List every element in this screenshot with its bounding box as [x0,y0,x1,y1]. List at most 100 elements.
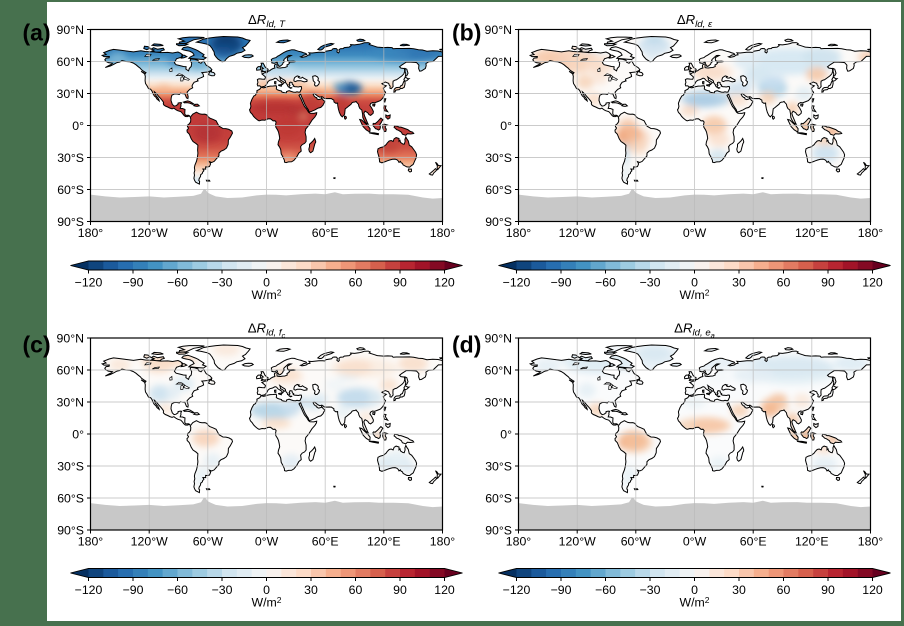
svg-text:−120: −120 [75,583,103,597]
svg-text:−30: −30 [640,583,661,597]
svg-text:60°S: 60°S [57,491,84,505]
svg-text:180°: 180° [506,535,532,549]
svg-text:90°N: 90°N [57,331,84,345]
svg-text:0: 0 [691,275,698,289]
svg-text:60°N: 60°N [485,55,512,69]
svg-text:120: 120 [862,275,883,289]
svg-text:W/m2: W/m2 [251,595,281,610]
svg-text:90°S: 90°S [485,215,512,229]
svg-text:30°S: 30°S [485,151,512,165]
svg-text:0°W: 0°W [683,535,707,549]
svg-text:−120: −120 [503,583,531,597]
svg-text:90: 90 [821,275,835,289]
svg-text:30: 30 [304,275,318,289]
svg-text:−90: −90 [551,275,572,289]
svg-text:0°: 0° [72,119,84,133]
svg-text:0°: 0° [72,427,84,441]
svg-text:−30: −30 [212,583,233,597]
svg-text:90: 90 [393,583,407,597]
svg-text:120°W: 120°W [131,535,168,549]
svg-text:(d): (d) [452,332,481,358]
svg-text:180°: 180° [858,226,884,240]
svg-text:W/m2: W/m2 [251,287,281,302]
svg-text:−60: −60 [167,275,188,289]
svg-text:120°E: 120°E [367,226,401,240]
svg-text:90°N: 90°N [485,331,512,345]
svg-text:60°N: 60°N [57,363,84,377]
svg-text:180°: 180° [506,226,532,240]
svg-text:180°: 180° [430,535,456,549]
svg-text:W/m2: W/m2 [679,287,709,302]
svg-text:180°: 180° [430,226,456,240]
svg-text:60°E: 60°E [312,535,339,549]
svg-text:−120: −120 [75,275,103,289]
svg-text:60: 60 [349,275,363,289]
svg-text:120°W: 120°W [559,535,596,549]
svg-text:0: 0 [263,583,270,597]
svg-text:30°S: 30°S [57,151,84,165]
svg-text:60°E: 60°E [740,535,767,549]
svg-text:60°E: 60°E [740,226,767,240]
svg-text:60°N: 60°N [57,55,84,69]
svg-text:120°W: 120°W [559,226,596,240]
svg-text:120°E: 120°E [795,535,829,549]
svg-text:0: 0 [263,275,270,289]
svg-text:−90: −90 [551,583,572,597]
svg-text:−90: −90 [123,275,144,289]
svg-text:−60: −60 [167,583,188,597]
svg-text:60°W: 60°W [621,226,652,240]
svg-text:(b): (b) [452,20,481,46]
svg-text:30°N: 30°N [485,87,512,101]
svg-text:30°S: 30°S [485,459,512,473]
svg-text:30°S: 30°S [57,459,84,473]
svg-text:0°: 0° [500,119,512,133]
svg-text:60°W: 60°W [193,226,224,240]
svg-text:60°S: 60°S [57,183,84,197]
svg-text:180°: 180° [78,535,104,549]
svg-text:−120: −120 [503,275,531,289]
svg-text:60°N: 60°N [485,363,512,377]
svg-text:−90: −90 [123,583,144,597]
svg-text:−30: −30 [640,275,661,289]
svg-text:60°S: 60°S [485,491,512,505]
svg-text:90°S: 90°S [57,215,84,229]
svg-text:30°N: 30°N [57,87,84,101]
svg-text:0°W: 0°W [255,535,279,549]
svg-text:30: 30 [732,583,746,597]
svg-text:−60: −60 [595,583,616,597]
svg-text:30: 30 [732,275,746,289]
svg-text:60°W: 60°W [193,535,224,549]
svg-text:60°E: 60°E [312,226,339,240]
svg-text:60°W: 60°W [621,535,652,549]
svg-text:0°W: 0°W [255,226,279,240]
svg-text:90: 90 [393,275,407,289]
svg-text:120: 120 [434,275,455,289]
svg-text:120: 120 [862,583,883,597]
svg-text:60: 60 [349,583,363,597]
svg-text:−30: −30 [212,275,233,289]
svg-text:60: 60 [777,275,791,289]
svg-text:(a): (a) [23,20,51,46]
svg-text:30°N: 30°N [57,395,84,409]
svg-text:60°S: 60°S [485,183,512,197]
svg-text:30: 30 [304,583,318,597]
svg-text:180°: 180° [858,535,884,549]
svg-text:90: 90 [821,583,835,597]
svg-text:0°: 0° [500,427,512,441]
svg-text:60: 60 [777,583,791,597]
svg-text:90°N: 90°N [485,23,512,37]
svg-text:90°S: 90°S [57,523,84,537]
svg-text:30°N: 30°N [485,395,512,409]
svg-text:120°E: 120°E [367,535,401,549]
svg-text:180°: 180° [78,226,104,240]
svg-text:0°W: 0°W [683,226,707,240]
svg-text:−60: −60 [595,275,616,289]
svg-text:120°E: 120°E [795,226,829,240]
svg-text:120: 120 [434,583,455,597]
svg-text:(c): (c) [23,332,51,358]
svg-text:90°S: 90°S [485,523,512,537]
svg-text:0: 0 [691,583,698,597]
svg-text:90°N: 90°N [57,23,84,37]
svg-text:120°W: 120°W [131,226,168,240]
svg-text:W/m2: W/m2 [679,595,709,610]
